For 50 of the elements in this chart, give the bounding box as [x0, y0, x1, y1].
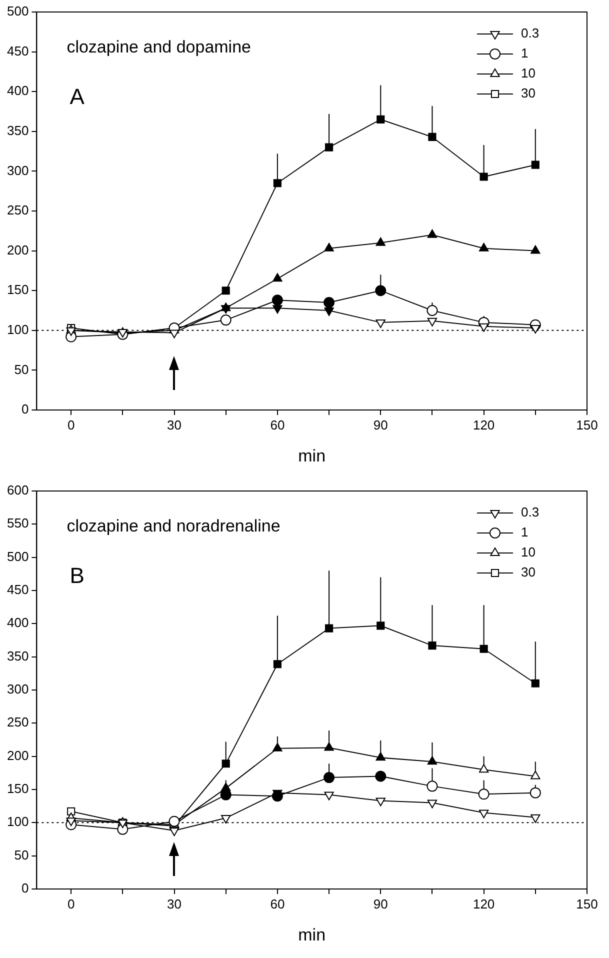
y-tick-label: 200	[6, 748, 29, 763]
x-tick-label: 30	[167, 896, 182, 912]
y-tick-label: 350	[6, 122, 29, 138]
legend-label: 1	[521, 524, 528, 540]
y-tick-label: 450	[6, 582, 29, 598]
x-tick-label: 60	[270, 417, 285, 432]
y-tick-label: 250	[6, 202, 29, 218]
x-tick-label: 0	[67, 896, 75, 912]
y-tick-label: 50	[14, 847, 29, 862]
x-tick-label: 0	[67, 417, 75, 432]
y-tick-label: 450	[6, 43, 29, 58]
y-tick-label: 500	[6, 4, 29, 19]
y-tick-label: 600	[6, 482, 29, 498]
legend-label: 1	[521, 46, 528, 61]
y-tick-label: 50	[14, 362, 29, 377]
x-tick-label: 120	[472, 896, 495, 912]
legend-label: 10	[521, 66, 536, 81]
annotation: A	[70, 84, 85, 110]
y-tick-label: 300	[6, 162, 29, 178]
y-tick-label: 250	[6, 714, 29, 730]
y-tick-label: 400	[6, 83, 29, 98]
text: clozapine and noradrenaline	[66, 516, 280, 536]
legend-label: 0.3	[521, 504, 540, 520]
annotation: B	[70, 563, 84, 588]
legend-label: 30	[521, 86, 536, 101]
legend-label: 10	[521, 544, 536, 560]
x-axis-title: min	[298, 925, 326, 944]
y-tick-label: 0	[21, 880, 29, 896]
y-tick-label: 300	[6, 682, 29, 697]
y-tick-label: 550	[6, 516, 29, 531]
text: clozapine and dopamine	[66, 38, 251, 57]
x-tick-label: 90	[373, 896, 388, 912]
y-tick-label: 350	[6, 648, 29, 664]
y-tick-label: 0	[21, 402, 29, 417]
x-axis-title: min	[298, 446, 326, 466]
y-tick-label: 150	[6, 781, 29, 796]
x-tick-label: 150	[576, 896, 598, 912]
x-tick-label: 150	[576, 417, 598, 432]
legend-label: 30	[521, 564, 536, 580]
y-tick-label: 200	[6, 242, 29, 258]
y-tick-label: 100	[6, 814, 29, 830]
legend-label: 0.3	[521, 26, 540, 41]
x-tick-label: 120	[472, 417, 495, 432]
y-tick-label: 150	[6, 282, 29, 298]
y-tick-label: 400	[6, 615, 29, 630]
x-tick-label: 60	[270, 896, 285, 912]
x-tick-label: 90	[373, 417, 388, 432]
y-tick-label: 500	[6, 548, 29, 564]
y-tick-label: 100	[6, 322, 29, 337]
x-tick-label: 30	[167, 417, 182, 432]
